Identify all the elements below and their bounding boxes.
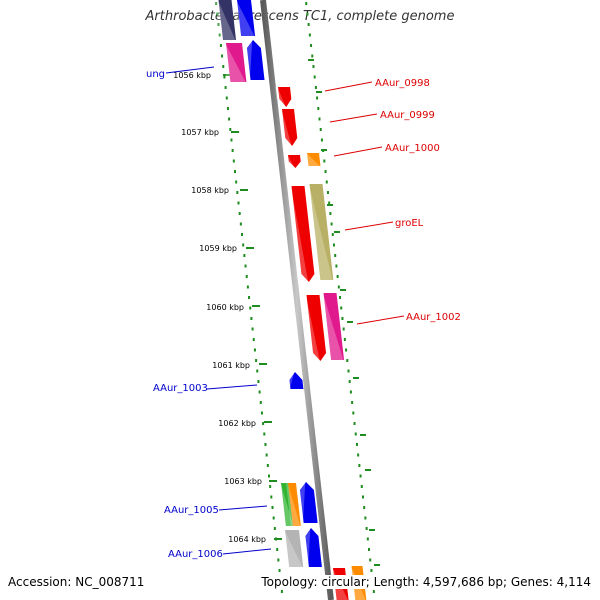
accession-text: Accession: NC_008711 — [8, 575, 145, 589]
kbp-label: 1063 kbp — [224, 477, 262, 486]
feature-aaur-1006 — [302, 528, 322, 567]
leader-line — [206, 384, 258, 390]
feature-aaur-1002-red — [303, 295, 327, 361]
leader-line — [222, 548, 272, 555]
label-leaders — [165, 66, 405, 555]
gene-features — [215, 0, 367, 600]
feature-aaur-1005 — [296, 482, 318, 523]
gene-label-aaur-1006[interactable]: AAur_1006 — [168, 549, 223, 560]
feature-groel-red — [288, 186, 315, 282]
gene-label-aaur-1002[interactable]: AAur_1002 — [406, 312, 461, 323]
feature-aaur-1006-grey — [281, 530, 304, 567]
gene-label-groel[interactable]: groEL — [395, 218, 424, 229]
kbp-label: 1058 kbp — [191, 186, 229, 195]
dotted-guide-lines — [215, 2, 375, 593]
feature-partial-blue — [233, 0, 256, 36]
genome-backbone — [260, 0, 334, 600]
kbp-scale: 1056 kbp 1057 kbp 1058 kbp 1059 kbp 1060… — [173, 59, 380, 566]
kbp-label: 1064 kbp — [228, 535, 266, 544]
kbp-label: 1061 kbp — [212, 361, 250, 370]
feature-aaur-1000 — [304, 153, 321, 166]
gene-labels: ung AAur_1003 AAur_1005 AAur_1006 AAur_0… — [146, 69, 461, 560]
feature-partial-dark — [215, 0, 237, 40]
leader-line — [333, 146, 383, 157]
feature-aaur-0999 — [279, 109, 298, 146]
gene-label-aaur-0998[interactable]: AAur_0998 — [375, 78, 430, 89]
leader-line — [165, 66, 215, 74]
feature-ung — [243, 40, 265, 80]
feature-aaur-1005-orange — [286, 483, 301, 526]
feature-ung-pink — [222, 43, 247, 82]
feature-aaur-1002 — [320, 293, 345, 360]
topology-text: Topology: circular; Length: 4,597,686 bp… — [261, 575, 591, 589]
kbp-label: 1059 kbp — [199, 244, 237, 253]
feature-aaur-1000-red — [285, 155, 301, 168]
leader-line — [324, 81, 373, 92]
leader-line — [344, 221, 394, 231]
feature-groel — [306, 184, 334, 280]
gene-label-aaur-0999[interactable]: AAur_0999 — [380, 110, 435, 121]
gene-label-aaur-1005[interactable]: AAur_1005 — [164, 505, 219, 516]
kbp-label: 1056 kbp — [173, 71, 211, 80]
leader-line — [329, 113, 378, 123]
feature-aaur-1003 — [286, 372, 304, 389]
feature-aaur-1005-green — [279, 483, 294, 526]
leader-line — [356, 315, 405, 325]
gene-label-aaur-1003[interactable]: AAur_1003 — [153, 383, 208, 394]
gene-label-ung[interactable]: ung — [146, 69, 165, 80]
kbp-label: 1057 kbp — [181, 128, 219, 137]
kbp-label: 1060 kbp — [206, 303, 244, 312]
feature-aaur-0998 — [275, 87, 292, 107]
kbp-label: 1062 kbp — [218, 419, 256, 428]
leader-line — [218, 505, 268, 511]
gene-label-aaur-1000[interactable]: AAur_1000 — [385, 143, 440, 154]
